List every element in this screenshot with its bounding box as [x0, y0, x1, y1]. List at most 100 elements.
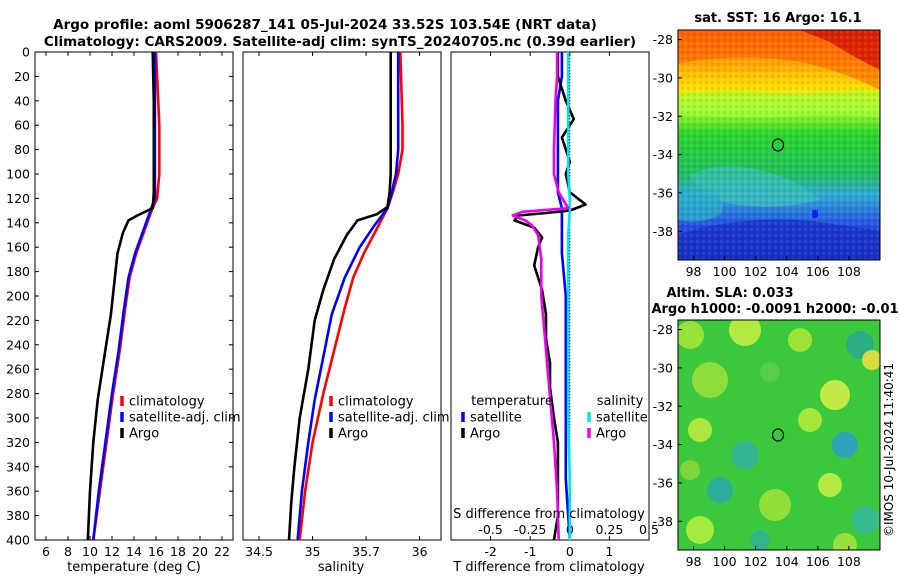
- sla-y-tick-label: -36: [653, 475, 673, 490]
- salinity-legend-label: climatology: [338, 395, 414, 410]
- difference-legend: temperature salinitysatelliteArgosatellit…: [461, 394, 648, 442]
- depth-tick-label: 200: [6, 289, 30, 304]
- series-line-argo: [287, 52, 393, 541]
- series-line-satellite-adj-clim: [296, 52, 400, 541]
- temperature-x-tick-label: 18: [170, 544, 186, 559]
- difference-top-tick-label: 0.25: [595, 522, 623, 537]
- sst-field: [678, 30, 880, 260]
- sla-anomaly-blob: [788, 328, 812, 352]
- depth-tick-label: 220: [6, 313, 30, 328]
- difference-x-tick-label: -1: [524, 544, 536, 559]
- sst-y-tick-label: -38: [653, 224, 673, 239]
- temperature-x-axis: 6 8 10 12 14 16 18 20 22: [42, 52, 230, 559]
- sla-anomaly-blob: [862, 350, 880, 370]
- sst-y-tick-label: -36: [653, 185, 673, 200]
- sst-x-tick-label: 98: [686, 264, 702, 279]
- difference-x-tick-label: 0: [566, 544, 574, 559]
- temperature-x-tick-label: 16: [148, 544, 164, 559]
- sla-anomaly-blob: [833, 533, 857, 550]
- difference-legend-label: satellite: [596, 411, 648, 426]
- temperature-x-tick-label: 20: [192, 544, 208, 559]
- difference-legend-label: Argo: [596, 427, 626, 442]
- series-line-climatology: [298, 51, 404, 541]
- sla-anomaly-blob: [686, 516, 714, 544]
- sla-anomaly-blob: [750, 530, 770, 550]
- depth-tick-label: 260: [6, 362, 30, 377]
- sla-x-tick-label: 100: [713, 554, 737, 569]
- sst-x-tick-label: 108: [837, 264, 861, 279]
- sst-y-tick-label: -30: [653, 70, 673, 85]
- temperature-x-tick-label: 12: [104, 544, 120, 559]
- temperature-x-tick-label: 6: [42, 544, 50, 559]
- sla-anomaly-blob: [851, 506, 879, 534]
- difference-legend-label: satellite: [470, 411, 522, 426]
- sla-anomaly-blob: [678, 321, 704, 349]
- sla-y-tick-label: -32: [653, 399, 673, 414]
- figure-title-line1: Argo profile: aoml 5906287_141 05-Jul-20…: [53, 17, 597, 33]
- depth-tick-label: 0: [22, 45, 30, 60]
- difference-top-tick-label: 0.5: [639, 522, 659, 537]
- sla-y-tick-label: -28: [653, 322, 673, 337]
- salinity-axis: 34.5 35 35.7 36: [245, 52, 428, 559]
- difference-top-axis-label: S difference from climatology: [453, 507, 645, 522]
- sst-x-tick-label: 104: [775, 264, 799, 279]
- depth-tick-label: 40: [14, 93, 30, 108]
- sla-anomaly-blob: [820, 380, 850, 410]
- sla-anomaly-blob: [707, 477, 733, 503]
- depth-tick-label: 80: [14, 142, 30, 157]
- series-line-s-argo: [511, 52, 570, 541]
- sla-anomaly-blob: [760, 362, 780, 382]
- depth-tick-label: 100: [6, 167, 30, 182]
- sst-argo-marker: [771, 138, 785, 152]
- salinity-panel: 34.5 35 35.7 36 salinity climatologysatelli…: [242, 51, 450, 575]
- sla-anomaly-blob: [818, 473, 842, 497]
- depth-tick-label: 120: [6, 191, 30, 206]
- salinity-legend-label: satellite-adj. clim: [338, 411, 450, 426]
- depth-tick-label: 20: [14, 69, 30, 84]
- temperature-x-tick-label: 10: [82, 544, 98, 559]
- temperature-x-tick-label: 8: [64, 544, 72, 559]
- imos-credit: ©IMOS 10-Jul-2024 11:40:41: [882, 363, 896, 537]
- sla-map-axes: 98 100 102 104 106 108 -28 -30 -32 -34 -36 -38: [653, 322, 861, 569]
- sla-y-tick-label: -30: [653, 360, 673, 375]
- depth-tick-label: 400: [6, 533, 30, 548]
- sst-y-tick-label: -28: [653, 32, 673, 47]
- difference-legend-title: temperature: [471, 394, 553, 409]
- sst-x-tick-label: 100: [713, 264, 737, 279]
- sla-anomaly-blob: [729, 320, 761, 346]
- sst-y-tick-label: -34: [653, 147, 673, 162]
- temperature-series: [86, 51, 161, 541]
- sla-y-tick-label: -34: [653, 437, 673, 452]
- salinity-x-tick-label: 34.5: [245, 544, 273, 559]
- difference-axes-box: [450, 51, 650, 541]
- sst-map-panel: sat. SST: 16 Argo: 16.1 98 100 102 104 106 10…: [653, 11, 881, 279]
- salinity-x-tick-label: 35: [305, 544, 321, 559]
- sla-anomaly-blob: [680, 460, 700, 480]
- temperature-x-tick-label: 14: [126, 544, 142, 559]
- sla-x-tick-label: 106: [806, 554, 830, 569]
- difference-top-tick-label: -0.5: [478, 522, 502, 537]
- difference-series: [511, 52, 587, 541]
- salinity-x-tick-label: 35.7: [352, 544, 380, 559]
- depth-tick-label: 60: [14, 118, 30, 133]
- depth-tick-label: 300: [6, 411, 30, 426]
- series-line-s-satellite: [566, 52, 572, 540]
- sla-argo-marker: [771, 428, 785, 442]
- salinity-series: [287, 51, 404, 541]
- depth-tick-label: 180: [6, 264, 30, 279]
- sla-x-tick-label: 108: [837, 554, 861, 569]
- sla-anomaly-blob: [731, 441, 759, 469]
- temperature-axes-box: [34, 51, 234, 541]
- sla-x-tick-label: 98: [686, 554, 702, 569]
- sst-map-title: sat. SST: 16 Argo: 16.1: [694, 11, 861, 26]
- depth-tick-label: 280: [6, 386, 30, 401]
- temperature-legend-label: climatology: [129, 395, 205, 410]
- sla-x-tick-label: 102: [744, 554, 768, 569]
- sst-y-tick-label: -32: [653, 109, 673, 124]
- temperature-legend-label: satellite-adj. clim: [129, 411, 241, 426]
- salinity-legend-label: Argo: [338, 427, 368, 442]
- sla-anomaly-blob: [832, 432, 858, 458]
